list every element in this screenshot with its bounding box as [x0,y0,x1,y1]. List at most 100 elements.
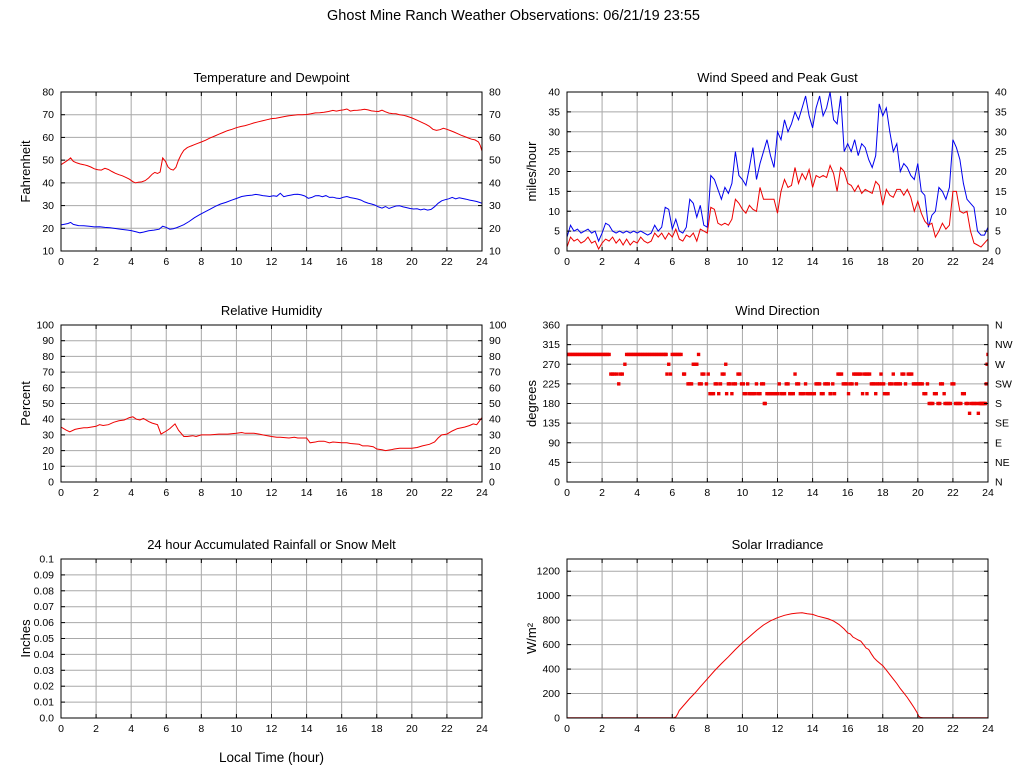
x-tick-label: 16 [336,256,348,268]
y-tick-label: 1200 [537,566,561,578]
y-tick-label: 0.04 [34,649,55,661]
x-tick-label: 20 [406,256,418,268]
x-axis-label: Local Time (hour) [219,750,324,765]
page-title: Ghost Mine Ranch Weather Observations: 0… [327,8,700,24]
y-axis-label: degrees [524,380,539,427]
chart-title: Temperature and Dewpoint [193,70,349,85]
y-tick-label-right: W [995,359,1005,371]
y-tick-label: 45 [548,457,560,469]
x-tick-label: 14 [301,487,313,499]
y-tick-label-right: 10 [489,246,501,258]
y-tick-label-right: 15 [995,186,1007,198]
x-tick-label: 20 [912,256,924,268]
x-tick-label: 24 [476,723,488,735]
x-tick-label: 2 [93,723,99,735]
y-tick-label-right: 70 [489,367,501,379]
x-tick-label: 16 [336,723,348,735]
y-axis-label: Percent [18,381,33,426]
y-tick-label: 40 [42,177,54,189]
y-tick-label-right: 20 [489,223,501,235]
y-tick-label: 60 [42,132,54,144]
y-tick-label: 60 [42,382,54,394]
x-tick-label: 16 [842,487,854,499]
x-tick-label: 14 [807,487,819,499]
y-tick-label: 30 [42,429,54,441]
y-tick-label: 70 [42,109,54,121]
y-axis-label: miles/hour [524,141,539,202]
x-tick-label: 6 [163,256,169,268]
x-tick-label: 2 [93,256,99,268]
series-wind-speed [566,164,989,251]
series-humidity [60,416,483,452]
y-tick-label: 360 [542,320,560,332]
x-tick-label: 22 [441,487,453,499]
x-tick-label: 4 [634,723,640,735]
x-tick-label: 22 [947,487,959,499]
series-direction [566,352,989,416]
y-tick-label: 90 [42,335,54,347]
x-tick-label: 16 [842,723,854,735]
y-tick-label-right: S [995,398,1002,410]
y-tick-label-right: 100 [489,320,507,332]
y-tick-label-right: 40 [489,177,501,189]
x-tick-label: 16 [336,487,348,499]
y-tick-label: 30 [42,200,54,212]
x-tick-label: 6 [163,487,169,499]
y-tick-label-right: NW [995,339,1013,351]
y-tick-label: 20 [42,445,54,457]
series-dewpoint [60,192,483,234]
x-tick-label: 10 [231,723,243,735]
x-tick-label: 14 [301,723,313,735]
y-tick-label: 35 [548,106,560,118]
y-tick-label: 25 [548,146,560,158]
x-tick-label: 6 [669,487,675,499]
y-tick-label: 0.07 [34,601,55,613]
x-tick-label: 2 [599,723,605,735]
y-tick-label: 0 [554,713,560,725]
x-tick-label: 10 [231,256,243,268]
x-tick-label: 0 [564,487,570,499]
x-tick-label: 8 [198,256,204,268]
x-tick-label: 0 [564,256,570,268]
y-tick-label-right: 80 [489,351,501,363]
y-tick-label-right: 10 [995,206,1007,218]
y-tick-label-right: 30 [995,126,1007,138]
y-tick-label-right: 30 [489,200,501,212]
y-tick-label-right: 40 [995,87,1007,99]
x-tick-label: 4 [634,256,640,268]
x-tick-label: 18 [877,723,889,735]
y-tick-label-right: 70 [489,109,501,121]
y-tick-label-right: NE [995,457,1010,469]
x-tick-label: 24 [982,256,994,268]
y-tick-label: 0.0 [39,713,54,725]
x-tick-label: 2 [599,256,605,268]
x-tick-label: 24 [982,487,994,499]
x-tick-label: 12 [266,256,278,268]
x-tick-label: 14 [301,256,313,268]
y-tick-label: 80 [42,87,54,99]
y-axis-label: Inches [18,619,33,658]
y-tick-label-right: 50 [489,398,501,410]
x-tick-label: 12 [772,723,784,735]
y-tick-label-right: 40 [489,414,501,426]
y-tick-label-right: 20 [489,445,501,457]
y-tick-label: 0.01 [34,697,55,709]
y-tick-label-right: 90 [489,335,501,347]
y-tick-label-right: 0 [489,477,495,489]
y-tick-label-right: 35 [995,106,1007,118]
x-tick-label: 0 [564,723,570,735]
y-tick-label: 50 [42,155,54,167]
chart-solar-irradiance: 0 2 4 6 8 10 12 14 16 18 20 22 240200400600800100012… [524,537,994,735]
x-tick-label: 8 [704,723,710,735]
series-temperature [60,108,483,184]
x-tick-label: 22 [441,723,453,735]
y-axis-label: W/m² [524,622,539,654]
y-tick-label: 0.08 [34,585,55,597]
y-tick-label: 10 [42,461,54,473]
y-tick-label: 0.1 [39,554,54,566]
y-tick-label: 15 [548,186,560,198]
y-tick-label-right: N [995,477,1003,489]
chart-title: Wind Direction [735,303,820,318]
x-tick-label: 22 [947,723,959,735]
